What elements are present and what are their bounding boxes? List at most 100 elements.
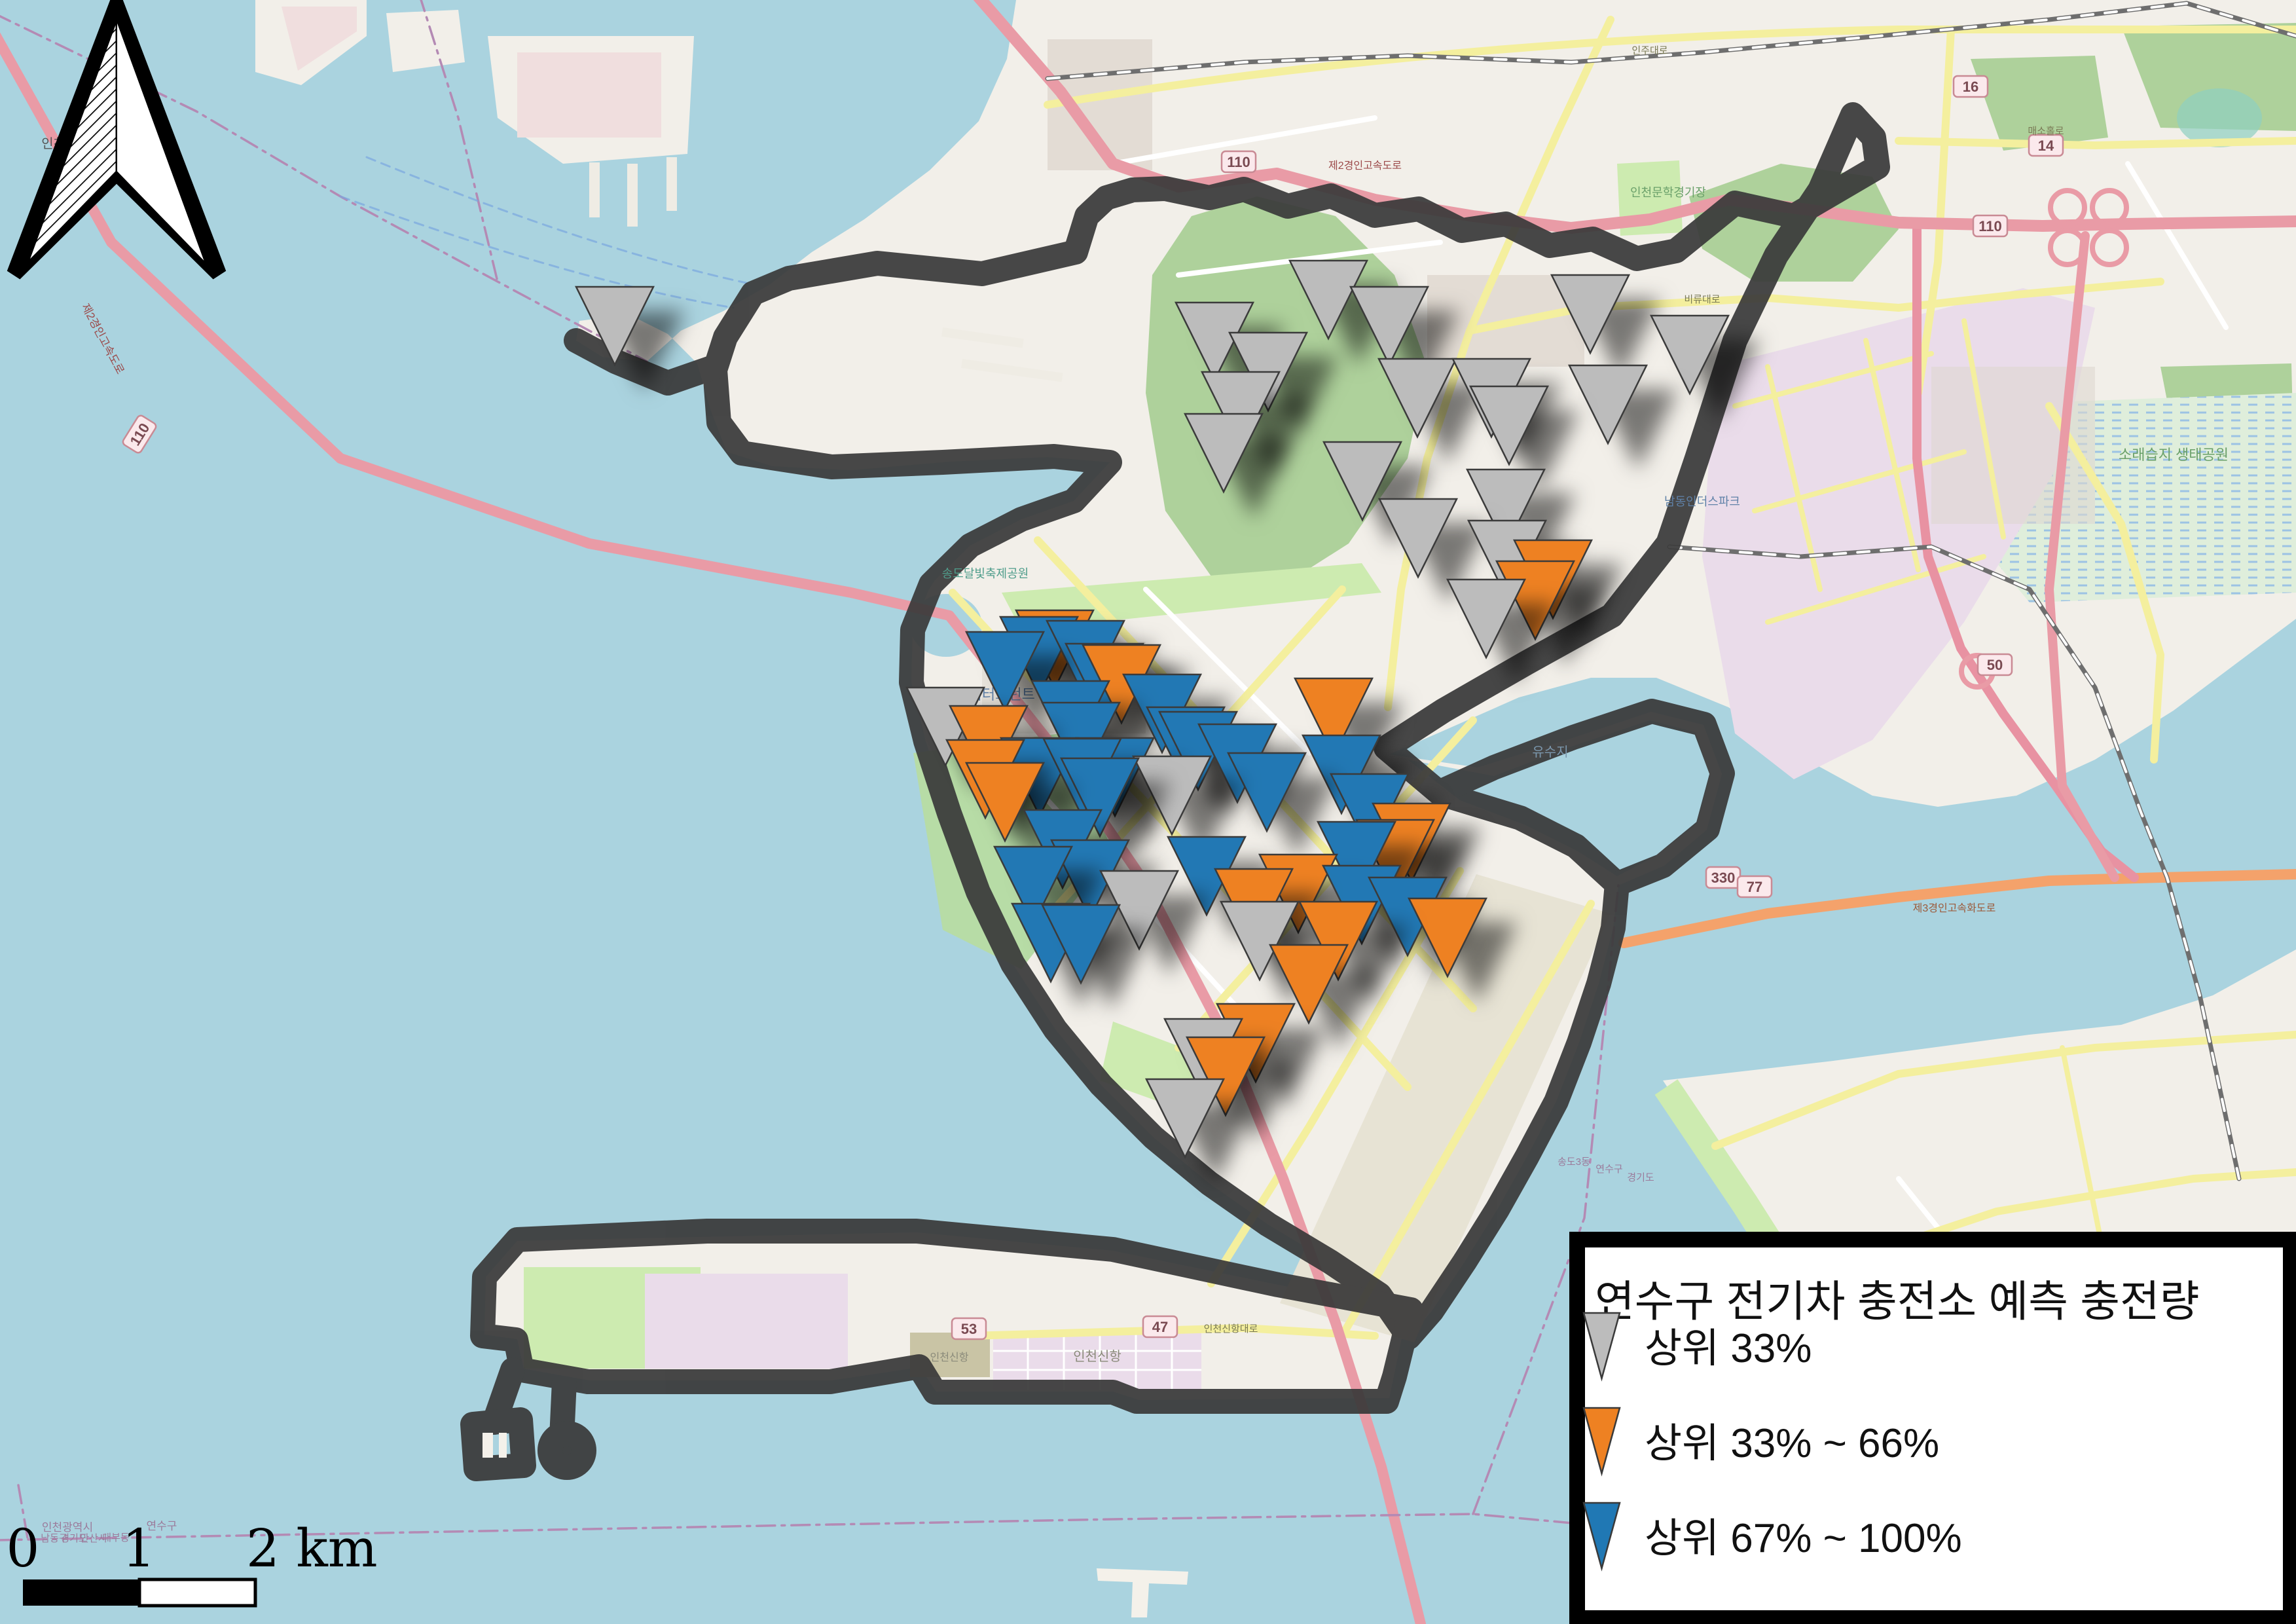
scale-label-1: 1 — [122, 1518, 156, 1579]
marker-triangle-gray — [1322, 441, 1403, 522]
map-label: 인주대로 — [1631, 45, 1667, 56]
north-arrow-icon — [7, 0, 227, 280]
legend-label-blue: 상위 67% ~ 100% — [1645, 1516, 1962, 1561]
marker-triangle-gray — [1446, 578, 1527, 659]
svg-text:16: 16 — [1963, 79, 1978, 95]
marker-triangle-gray — [1349, 286, 1430, 367]
marker-triangle-gray — [1183, 413, 1264, 494]
road-shield: 50 — [1977, 653, 2013, 676]
map-label: 경기도 — [1627, 1172, 1654, 1183]
scale-bar: 0 1 2 km — [7, 1518, 378, 1608]
map-label: 대부동 — [102, 1532, 130, 1543]
map-label: 남동구 — [41, 1533, 67, 1544]
svg-text:47: 47 — [1152, 1319, 1168, 1335]
legend-item-gray: 상위 33% — [1582, 1312, 1812, 1382]
map-label: 인천문학경기장 — [1630, 186, 1706, 199]
map-label: 유수지 — [1532, 745, 1568, 760]
road-shield: 110 — [1972, 214, 2009, 238]
map-label: 연수구 — [1595, 1164, 1622, 1175]
scale-label-0: 0 — [7, 1518, 40, 1579]
pier — [941, 327, 1024, 348]
legend-swatch-gray — [1582, 1312, 1621, 1382]
map-label: 남동인더스파크 — [1664, 495, 1740, 508]
port-islands — [255, 0, 694, 227]
marker-triangle-gray — [1099, 870, 1180, 951]
legend-box — [1569, 1232, 2296, 1624]
marker-triangle-gray — [1288, 259, 1369, 341]
scale-label-2km: 2 km — [246, 1518, 378, 1579]
marker-triangle-orange — [1268, 944, 1349, 1025]
marker-triangle-orange — [1298, 900, 1379, 982]
scale-bar-white-segment — [137, 1578, 257, 1608]
songdo-canal — [753, 465, 1048, 609]
map-label: 매소홀로 — [2028, 126, 2064, 137]
road-shield: 14 — [2028, 134, 2064, 157]
marker-triangle-gray — [1131, 755, 1212, 836]
map-label: 연수구 — [147, 1520, 177, 1532]
pier — [961, 359, 1063, 382]
marker-triangle-orange — [1407, 897, 1488, 978]
district-boundary — [460, 102, 1890, 1481]
map-label: 인천광역시 — [42, 1521, 93, 1534]
marker-triangle-blue — [1059, 757, 1140, 838]
marker-triangle-gray — [1567, 364, 1649, 445]
svg-text:14: 14 — [2038, 138, 2054, 154]
map-label: 경기도 — [60, 1533, 88, 1544]
road-shield: 110 — [1220, 150, 1257, 174]
marker-triangle-gray — [1377, 498, 1459, 579]
marker-triangle-gray — [1219, 900, 1300, 982]
legend-item-blue: 상위 67% ~ 100% — [1582, 1502, 1962, 1572]
map-label: 안산시 — [80, 1533, 107, 1544]
railway — [1045, 1, 2296, 1181]
legend-label-orange: 상위 33% ~ 66% — [1645, 1421, 1939, 1466]
map-label: 소래습지 생태공원 — [2119, 447, 2229, 463]
marker-triangle-blue — [1316, 821, 1397, 902]
legend-swatch-blue — [1582, 1502, 1621, 1572]
marker-triangle-blue — [993, 845, 1074, 927]
map-label: 송도3동 — [1558, 1156, 1590, 1168]
reclaimed-strip — [1280, 874, 1611, 1342]
map-label: 제2경인고속도로 — [1328, 160, 1402, 172]
road-shield: 330 — [1705, 866, 1741, 889]
map-label: 인천신항 — [930, 1352, 969, 1363]
marker-triangle-gray — [1200, 371, 1281, 452]
map-label: 인천신항 — [1073, 1349, 1121, 1364]
map-label: 비류대로 — [1684, 294, 1720, 305]
road-shield: 47 — [1142, 1315, 1178, 1338]
road-shield: 53 — [951, 1317, 987, 1340]
marker-triangle-orange — [1185, 1036, 1266, 1117]
dock — [1097, 1568, 1188, 1617]
map-label: 인천신항대로 — [1204, 1323, 1258, 1335]
legend: 연수구 전기차 충전소 예측 충전량 상위 33% 상위 33% ~ 66% 상… — [1569, 1232, 2296, 1624]
scale-bar-black-segment — [23, 1579, 139, 1606]
legend-title: 연수구 전기차 충전소 예측 충전량 — [1595, 1277, 2199, 1325]
lng-pink-area — [645, 1274, 848, 1369]
road-shield: 77 — [1736, 875, 1773, 898]
strip-pier-details — [483, 1433, 507, 1458]
marker-triangle-gray — [1649, 314, 1730, 396]
map-label: 송도달빛축제공원 — [942, 567, 1029, 580]
svg-text:110: 110 — [1227, 154, 1250, 170]
marker-triangle-gray — [1465, 468, 1546, 549]
svg-text:53: 53 — [961, 1321, 977, 1337]
marker-triangle-gray — [1144, 1078, 1226, 1159]
marker-triangle-blue — [1226, 752, 1307, 833]
marker-triangle-gray — [574, 286, 655, 367]
marker-triangle-gray — [1377, 358, 1458, 439]
svg-text:50: 50 — [1987, 657, 2003, 673]
map-label: 제3경인고속화도로 — [1913, 902, 1996, 914]
marker-triangle-gray — [1468, 385, 1550, 466]
marker-triangle-orange — [1293, 677, 1374, 758]
svg-text:330: 330 — [1711, 870, 1736, 886]
legend-item-orange: 상위 33% ~ 66% — [1582, 1407, 1939, 1477]
marker-triangle-orange — [964, 762, 1046, 843]
reservoir — [1408, 720, 1710, 876]
road-shield: 16 — [1952, 75, 1989, 98]
station-markers — [574, 259, 1730, 1159]
marker-triangle-gray — [1550, 274, 1631, 355]
svg-text:77: 77 — [1747, 879, 1762, 895]
marker-triangle-blue — [964, 631, 1046, 712]
